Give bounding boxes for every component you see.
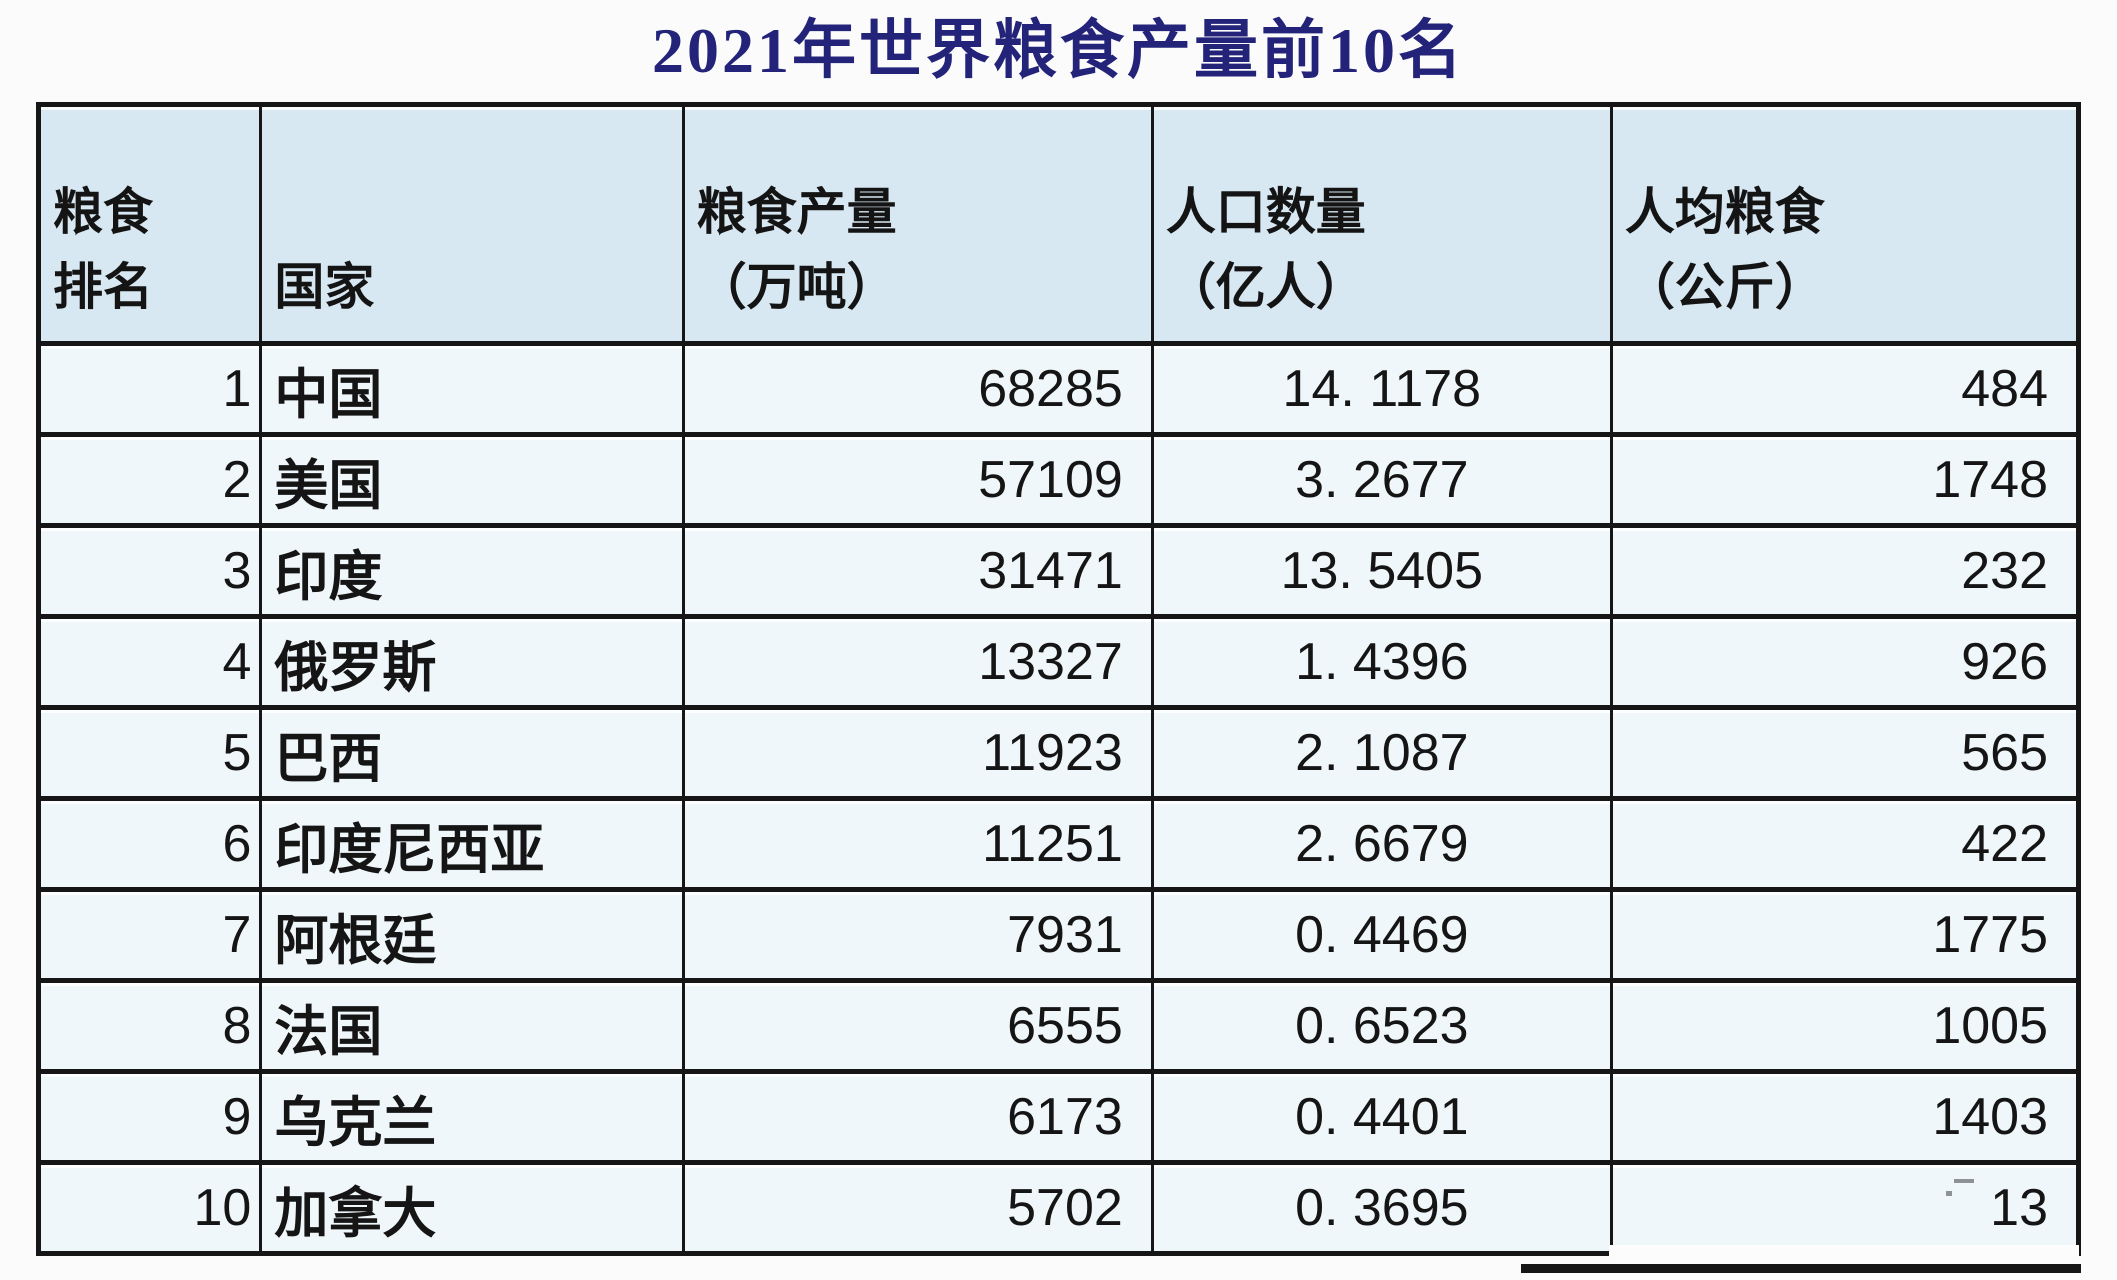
table-row: 6 印度尼西亚 11251 2. 6679 422 <box>36 796 2081 892</box>
population-cell: 14. 1178 <box>1150 341 1613 437</box>
header-production-line1: 粮食产量 <box>696 184 897 240</box>
country-cell: 巴西 <box>259 705 685 801</box>
header-per-capita-line1: 人均粮食 <box>1624 184 1825 240</box>
grain-production-table: 粮食 排名 国家 粮食产量 （万吨） 人口数量 （亿人） 人均粮食 （公斤） <box>36 102 2081 1256</box>
header-rank-line1: 粮食 <box>53 184 153 240</box>
per-capita-cell: 1005 <box>1609 978 2081 1074</box>
country-cell: 乌克兰 <box>259 1069 685 1165</box>
population-cell: 0. 4469 <box>1150 887 1613 983</box>
table-body: 1 中国 68285 14. 1178 484 2 美国 57109 3. 26… <box>36 341 2081 1256</box>
table-row: 7 阿根廷 7931 0. 4469 1775 <box>36 887 2081 983</box>
per-capita-cell: 13 <box>1609 1160 2081 1256</box>
table-row: 5 巴西 11923 2. 1087 565 <box>36 705 2081 801</box>
smudge-artifact <box>1946 1179 1977 1197</box>
rank-cell: 7 <box>36 887 263 983</box>
country-cell: 阿根廷 <box>259 887 685 983</box>
population-cell: 0. 6523 <box>1150 978 1613 1074</box>
rank-cell: 10 <box>36 1160 263 1256</box>
production-cell: 68285 <box>681 341 1154 437</box>
header-per-capita-line2: （公斤） <box>1624 259 1825 315</box>
country-cell: 中国 <box>259 341 685 437</box>
header-country-label: 国家 <box>274 259 375 315</box>
page-title: 2021年世界粮食产量前10名 <box>652 15 1465 86</box>
production-cell: 31471 <box>681 523 1154 619</box>
country-cell: 加拿大 <box>259 1160 685 1256</box>
country-cell: 印度尼西亚 <box>259 796 685 892</box>
rank-cell: 1 <box>36 341 263 437</box>
per-capita-cell: 1748 <box>1609 432 2081 528</box>
production-cell: 11923 <box>681 705 1154 801</box>
header-production-line2: （万吨） <box>696 259 897 315</box>
cell-value: 13 <box>1990 1179 2048 1237</box>
header-per-capita: 人均粮食 （公斤） <box>1609 102 2081 346</box>
rank-cell: 2 <box>36 432 263 528</box>
population-cell: 2. 6679 <box>1150 796 1613 892</box>
table-row: 8 法国 6555 0. 6523 1005 <box>36 978 2081 1074</box>
population-cell: 2. 1087 <box>1150 705 1613 801</box>
header-country: 国家 <box>259 102 685 346</box>
population-cell: 0. 4401 <box>1150 1069 1613 1165</box>
rank-cell: 4 <box>36 614 263 710</box>
production-cell: 11251 <box>681 796 1154 892</box>
border-gap-artifact <box>1609 1245 2079 1263</box>
table-header: 粮食 排名 国家 粮食产量 （万吨） 人口数量 （亿人） 人均粮食 （公斤） <box>36 102 2081 346</box>
per-capita-cell: 422 <box>1609 796 2081 892</box>
per-capita-cell: 1775 <box>1609 887 2081 983</box>
country-cell: 俄罗斯 <box>259 614 685 710</box>
header-population-line1: 人口数量 <box>1165 184 1366 240</box>
offset-border-artifact <box>1521 1264 2081 1273</box>
population-cell: 3. 2677 <box>1150 432 1613 528</box>
rank-cell: 8 <box>36 978 263 1074</box>
per-capita-cell: 232 <box>1609 523 2081 619</box>
per-capita-cell: 926 <box>1609 614 2081 710</box>
production-cell: 13327 <box>681 614 1154 710</box>
header-row: 粮食 排名 国家 粮食产量 （万吨） 人口数量 （亿人） 人均粮食 （公斤） <box>36 102 2081 346</box>
population-cell: 13. 5405 <box>1150 523 1613 619</box>
table-row: 3 印度 31471 13. 5405 232 <box>36 523 2081 619</box>
header-rank: 粮食 排名 <box>36 102 263 346</box>
header-population: 人口数量 （亿人） <box>1150 102 1613 346</box>
country-cell: 印度 <box>259 523 685 619</box>
production-cell: 5702 <box>681 1160 1154 1256</box>
rank-cell: 6 <box>36 796 263 892</box>
population-cell: 0. 3695 <box>1150 1160 1613 1256</box>
per-capita-cell: 565 <box>1609 705 2081 801</box>
header-population-line2: （亿人） <box>1165 259 1366 315</box>
header-production: 粮食产量 （万吨） <box>681 102 1154 346</box>
per-capita-cell: 1403 <box>1609 1069 2081 1165</box>
country-cell: 美国 <box>259 432 685 528</box>
per-capita-cell: 484 <box>1609 341 2081 437</box>
country-cell: 法国 <box>259 978 685 1074</box>
table-row: 1 中国 68285 14. 1178 484 <box>36 341 2081 437</box>
table-row: 4 俄罗斯 13327 1. 4396 926 <box>36 614 2081 710</box>
rank-cell: 5 <box>36 705 263 801</box>
header-rank-line2: 排名 <box>53 259 153 315</box>
rank-cell: 9 <box>36 1069 263 1165</box>
grain-production-table-wrap: 粮食 排名 国家 粮食产量 （万吨） 人口数量 （亿人） 人均粮食 （公斤） <box>36 102 2081 1273</box>
production-cell: 6555 <box>681 978 1154 1074</box>
table-row: 9 乌克兰 6173 0. 4401 1403 <box>36 1069 2081 1165</box>
table-row: 2 美国 57109 3. 2677 1748 <box>36 432 2081 528</box>
population-cell: 1. 4396 <box>1150 614 1613 710</box>
production-cell: 7931 <box>681 887 1154 983</box>
production-cell: 57109 <box>681 432 1154 528</box>
production-cell: 6173 <box>681 1069 1154 1165</box>
table-row: 10 加拿大 5702 0. 3695 13 <box>36 1160 2081 1256</box>
rank-cell: 3 <box>36 523 263 619</box>
